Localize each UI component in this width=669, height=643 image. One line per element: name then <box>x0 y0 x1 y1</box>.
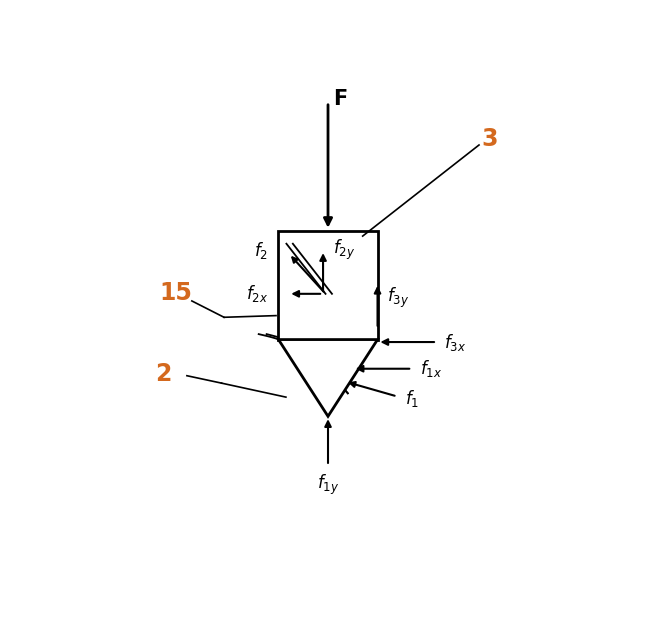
Text: $f_{1y}$: $f_{1y}$ <box>317 473 339 498</box>
Text: $f_1$: $f_1$ <box>405 388 419 410</box>
Text: 2: 2 <box>155 362 171 386</box>
Text: $f_{2y}$: $f_{2y}$ <box>333 238 355 262</box>
Text: $f_{3y}$: $f_{3y}$ <box>387 286 409 311</box>
Text: $f_{1x}$: $f_{1x}$ <box>419 358 442 379</box>
Bar <box>278 231 377 340</box>
Polygon shape <box>278 340 377 416</box>
Text: 15: 15 <box>160 280 193 305</box>
Text: 3: 3 <box>482 127 498 151</box>
Text: $f_2$: $f_2$ <box>254 240 268 261</box>
Text: $f_{3x}$: $f_{3x}$ <box>444 332 466 352</box>
Text: $\bf{F}$: $\bf{F}$ <box>333 89 347 109</box>
Text: $f_{2x}$: $f_{2x}$ <box>246 284 268 304</box>
